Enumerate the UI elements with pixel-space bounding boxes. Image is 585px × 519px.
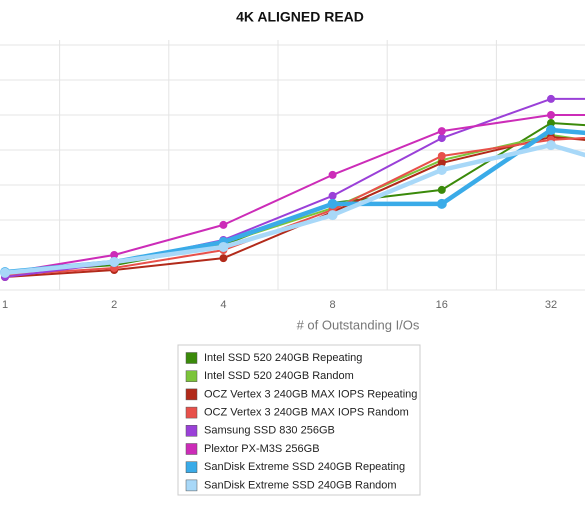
legend-label: OCZ Vertex 3 240GB MAX IOPS Repeating <box>204 388 417 400</box>
point <box>437 185 446 194</box>
point <box>546 140 556 151</box>
legend-label: Intel SSD 520 240GB Random <box>204 370 354 382</box>
legend: Intel SSD 520 240GB Repeating Intel SSD 5… <box>185 352 417 492</box>
legend-swatch <box>185 425 198 437</box>
legend-swatch <box>185 388 198 401</box>
legend-label: Intel SSD 520 240GB Repeating <box>204 352 362 364</box>
x-tick-label: 1 <box>2 299 8 311</box>
legend-swatch <box>185 370 198 382</box>
point <box>436 164 447 175</box>
series-line <box>4 122 585 274</box>
point <box>547 119 555 128</box>
x-tick-label: 32 <box>545 299 557 311</box>
point <box>328 170 337 179</box>
x-tick-label: 4 <box>220 299 226 311</box>
legend-box <box>177 344 421 496</box>
legend-swatch <box>185 352 198 364</box>
legend-swatch <box>185 479 198 492</box>
legend-swatch <box>185 443 198 455</box>
point <box>327 210 338 221</box>
x-tick-label: 8 <box>330 299 336 311</box>
series-line <box>4 114 585 274</box>
series-line <box>4 97 585 279</box>
x-tick-label: 2 <box>111 299 117 311</box>
point <box>219 254 228 263</box>
point <box>327 198 338 209</box>
x-axis-label: # of Outstanding I/Os <box>297 317 420 332</box>
legend-swatch <box>185 461 198 473</box>
point <box>547 94 555 103</box>
point <box>437 127 446 136</box>
legend-label: SanDisk Extreme SSD 240GB Repeating <box>204 461 405 473</box>
plot <box>0 94 585 282</box>
grid <box>0 40 585 291</box>
point <box>328 191 337 200</box>
point <box>437 134 446 143</box>
x-tick-label: 16 <box>436 299 448 311</box>
point <box>110 251 119 259</box>
point <box>546 125 556 136</box>
legend-swatch <box>185 406 198 419</box>
point <box>436 198 447 209</box>
legend-label: Plextor PX-M3S 256GB <box>204 443 320 455</box>
point <box>437 158 446 167</box>
point <box>0 267 10 278</box>
legend-label: OCZ Vertex 3 240GB MAX IOPS Random <box>204 407 409 419</box>
point <box>109 257 120 267</box>
point <box>437 151 446 160</box>
series-line <box>4 127 585 275</box>
point <box>219 220 228 229</box>
point <box>547 111 555 119</box>
point <box>218 241 229 252</box>
chart-title: 4K ALIGNED READ <box>236 9 364 25</box>
legend-label: Samsung SSD 830 256GB <box>204 425 335 437</box>
legend-label: SanDisk Extreme SSD 240GB Random <box>204 479 397 491</box>
